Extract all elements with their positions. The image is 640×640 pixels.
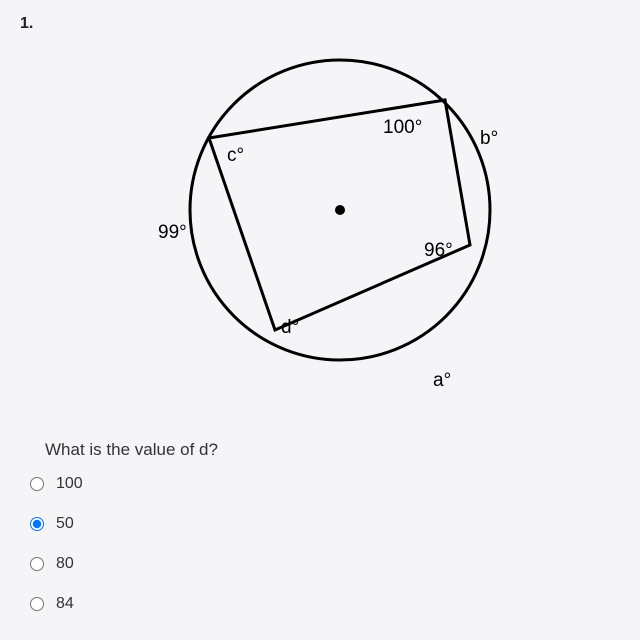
choice-3[interactable]: 84 (30, 595, 83, 613)
answer-choices: 100 50 80 84 (30, 475, 83, 635)
choice-0[interactable]: 100 (30, 475, 83, 493)
question-text: What is the value of d? (45, 440, 218, 460)
label-96: 96° (424, 240, 453, 262)
label-99: 99° (158, 222, 187, 244)
inscribed-quadrilateral (209, 100, 470, 330)
question-number: 1. (20, 15, 33, 33)
choice-label-2: 80 (56, 555, 74, 573)
choice-radio-2[interactable] (30, 557, 44, 571)
label-100: 100° (383, 117, 422, 139)
label-b: b° (480, 128, 498, 150)
choice-label-3: 84 (56, 595, 74, 613)
choice-radio-0[interactable] (30, 477, 44, 491)
choice-radio-1[interactable] (30, 517, 44, 531)
center-dot (335, 205, 345, 215)
choice-radio-3[interactable] (30, 597, 44, 611)
label-a: a° (433, 370, 451, 392)
diagram-svg (170, 40, 510, 380)
label-d: d° (281, 317, 299, 339)
choice-1[interactable]: 50 (30, 515, 83, 533)
label-c: c° (227, 145, 244, 167)
geometry-diagram: c° 100° b° 99° 96° d° a° (170, 40, 510, 380)
choice-label-1: 50 (56, 515, 74, 533)
choice-label-0: 100 (56, 475, 83, 493)
choice-2[interactable]: 80 (30, 555, 83, 573)
